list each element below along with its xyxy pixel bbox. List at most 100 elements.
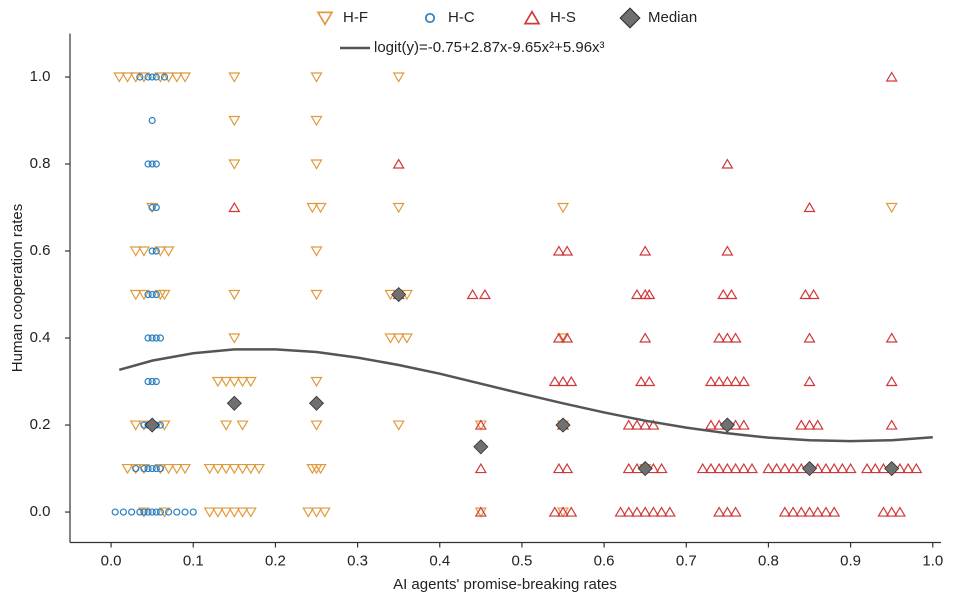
point (828, 506, 841, 517)
point (717, 288, 730, 300)
point (630, 506, 644, 517)
point (165, 508, 173, 516)
point (713, 332, 726, 343)
point (663, 506, 676, 517)
point (228, 463, 241, 475)
point (148, 508, 156, 516)
legend-label: H-F (343, 9, 368, 26)
point (144, 508, 152, 516)
point (552, 462, 565, 474)
point (561, 245, 574, 256)
point (310, 72, 323, 83)
point (639, 506, 652, 517)
point (310, 420, 323, 431)
point (721, 332, 734, 343)
point (721, 375, 734, 387)
point (696, 462, 709, 474)
point (844, 462, 857, 474)
point (119, 508, 128, 516)
point (737, 462, 750, 474)
point (144, 464, 152, 473)
point (220, 420, 233, 431)
point (310, 159, 323, 170)
point (799, 288, 812, 300)
point (811, 506, 824, 517)
point (729, 375, 742, 387)
point (721, 506, 734, 517)
point (310, 246, 323, 257)
point (170, 463, 183, 475)
point (314, 463, 327, 475)
point (548, 375, 561, 387)
point (244, 376, 257, 388)
legend-label: H-C (448, 9, 475, 26)
point (310, 289, 323, 301)
point (236, 376, 249, 388)
point (885, 375, 898, 387)
point (392, 72, 405, 83)
point (128, 508, 136, 516)
point (400, 333, 413, 344)
point (548, 506, 561, 517)
point (140, 508, 148, 516)
y-tick-label: 0.6 (30, 242, 51, 259)
point (803, 506, 816, 517)
point (902, 462, 915, 474)
point (220, 376, 233, 388)
point (639, 245, 652, 256)
x-tick-label: 1.0 (922, 552, 943, 569)
point (713, 462, 726, 474)
point (211, 507, 224, 518)
x-tick-label: 0.5 (512, 552, 533, 569)
point (384, 333, 397, 344)
point (173, 508, 181, 516)
point (737, 419, 750, 430)
point (561, 332, 574, 343)
point (160, 73, 169, 81)
point (156, 334, 164, 342)
y-axis-label: Human cooperation rates (9, 204, 26, 372)
point (244, 507, 257, 518)
point (236, 420, 249, 431)
point (721, 462, 734, 474)
point (725, 288, 738, 300)
point (762, 462, 775, 474)
x-tick-label: 0.7 (676, 552, 697, 569)
point (137, 246, 151, 257)
point (635, 375, 648, 387)
point (885, 419, 898, 430)
point (869, 462, 882, 474)
point (228, 507, 241, 518)
point (745, 462, 759, 474)
point (885, 202, 898, 214)
point (252, 463, 266, 475)
point (211, 463, 224, 475)
point (140, 464, 148, 473)
point (474, 420, 487, 431)
x-tick-label: 0.9 (840, 552, 861, 569)
point (647, 419, 660, 430)
point (473, 439, 489, 455)
point (474, 507, 487, 518)
point (795, 419, 808, 430)
point (306, 202, 319, 214)
legend-marker (316, 11, 334, 26)
point (630, 419, 644, 430)
x-tick-label: 0.3 (347, 552, 368, 569)
point (639, 332, 652, 343)
x-tick-label: 0.1 (183, 552, 204, 569)
point (148, 377, 156, 386)
point (318, 507, 331, 518)
point (622, 462, 635, 474)
point (884, 460, 900, 477)
point (129, 246, 142, 257)
point (148, 160, 156, 168)
point (721, 158, 734, 169)
point (647, 506, 660, 517)
point (801, 460, 818, 477)
point (121, 463, 134, 475)
point (144, 377, 152, 386)
point (111, 508, 119, 516)
point (148, 73, 156, 81)
